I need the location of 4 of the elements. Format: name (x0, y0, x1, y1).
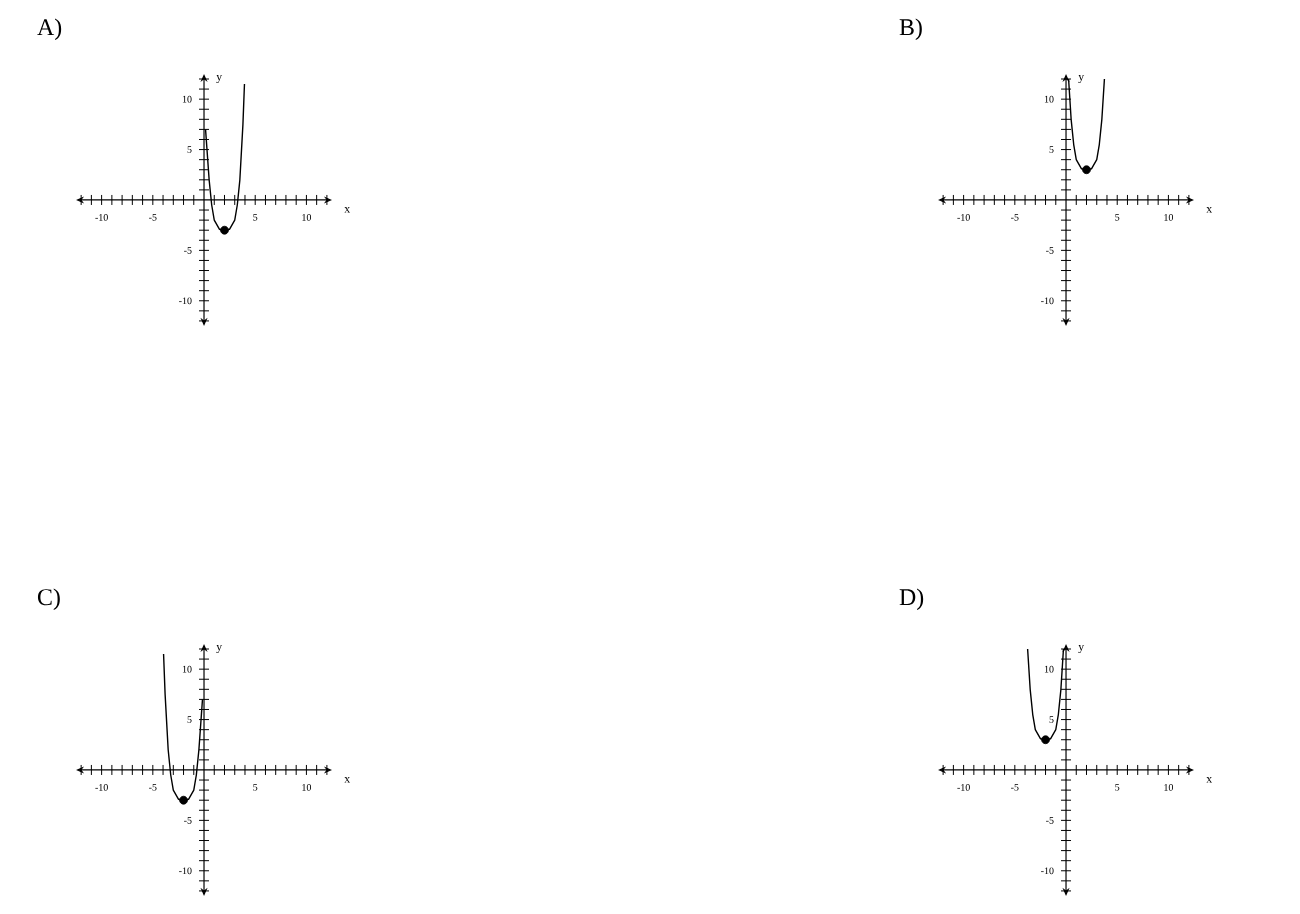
chart-title: D) (899, 588, 924, 611)
chart-title: A) (37, 18, 62, 41)
chart-title: C) (37, 588, 60, 611)
chart-title: B) (899, 18, 922, 41)
